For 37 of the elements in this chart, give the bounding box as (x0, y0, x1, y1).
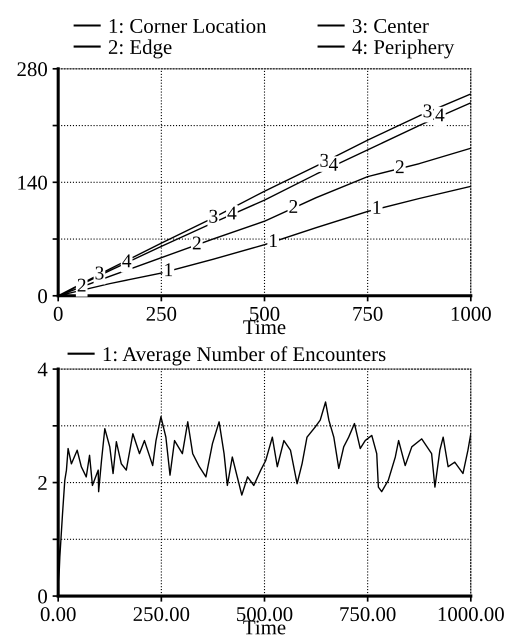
x-tick-label: 750 (353, 306, 382, 321)
annotation: 3 (320, 154, 328, 167)
x-tick-label: 0 (54, 306, 63, 321)
x-tick-label: 1000.00 (438, 607, 504, 622)
annotation: 3 (96, 266, 104, 280)
x-tick-label: 0.00 (40, 607, 76, 622)
x-tick-label: 750.00 (340, 607, 396, 622)
x-tick-label: 250 (146, 306, 176, 321)
y-tick-label: 4 (38, 362, 48, 376)
y-tick-label: 280 (17, 62, 47, 76)
annotation: 1 (165, 263, 172, 276)
legend-label: 2: Edge (108, 39, 172, 58)
y-tick-label: 0 (38, 589, 47, 604)
y-tick-label: 140 (18, 176, 47, 190)
legend-label: 3: Center (352, 18, 429, 34)
annotation: 2 (78, 278, 86, 292)
legend-label: 4: Periphery (352, 39, 454, 58)
x-axis-title: Time (243, 320, 286, 334)
annotation: 1 (374, 200, 380, 214)
x-tick-label: 500.00 (237, 607, 292, 622)
annotation: 2 (192, 236, 201, 250)
annotation: 3 (424, 104, 432, 118)
x-tick-label: 500 (250, 306, 280, 321)
annotation: 2 (289, 200, 298, 213)
legend-label: 1: Average Number of Encounters (104, 346, 386, 366)
y-tick-label: 2 (38, 476, 47, 490)
annotation: 4 (328, 158, 338, 171)
annotation: 2 (396, 160, 404, 174)
x-axis-title: Time (243, 620, 286, 634)
annotation: 1 (270, 234, 277, 247)
legend-label: 1: Corner Location (110, 18, 266, 34)
y-tick-label: 0 (38, 289, 47, 304)
annotation: 4 (435, 108, 444, 122)
annotation: 4 (122, 254, 132, 268)
x-tick-label: 1000 (452, 306, 491, 321)
annotation: 4 (227, 206, 236, 220)
x-tick-label: 250.00 (134, 607, 190, 622)
